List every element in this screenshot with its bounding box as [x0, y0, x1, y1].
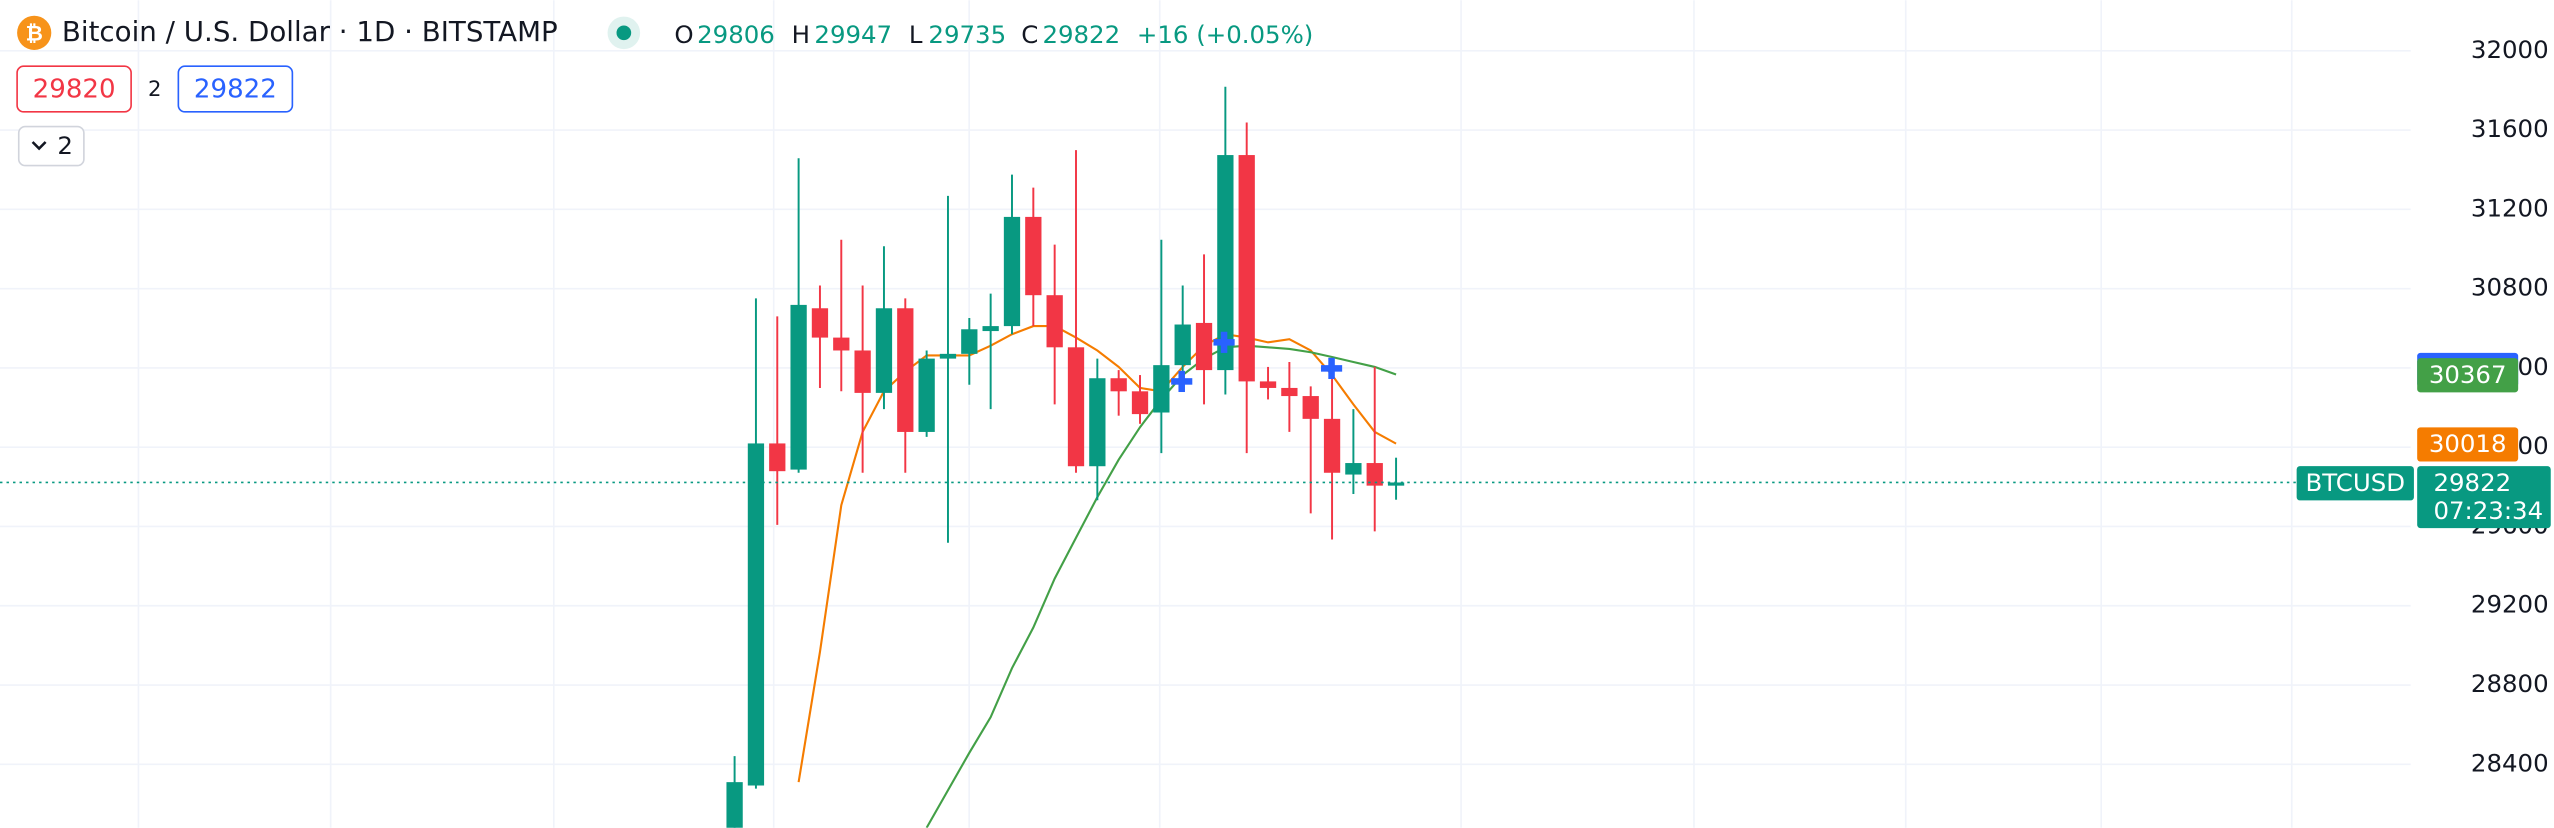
candle-body: [747, 443, 765, 786]
candle-body: [939, 353, 957, 359]
sell-button[interactable]: [16, 65, 132, 113]
candle-body: [833, 337, 850, 351]
low-label: L: [909, 20, 923, 49]
candle-body: [982, 326, 999, 332]
candle-body: [1259, 381, 1277, 388]
ma-fast-label: 30018: [2429, 429, 2507, 458]
symbol-tag: BTCUSD: [2306, 468, 2405, 497]
open-value: 29806: [697, 20, 775, 49]
symbol-tag-bg: [2296, 466, 2414, 501]
symbol-title[interactable]: Bitcoin / U.S. Dollar · 1D · BITSTAMP: [62, 15, 558, 48]
candle-body: [961, 329, 978, 354]
candle-body: [1323, 418, 1341, 473]
candle-body: [1238, 155, 1255, 382]
candle-body: [1366, 463, 1383, 486]
trade-markers: [1171, 331, 1343, 393]
candle-body: [1153, 365, 1170, 413]
symbol-icon: [17, 15, 52, 50]
ma-fast-label-bg: [2417, 427, 2519, 462]
candle-body: [1174, 324, 1191, 366]
chevron: [31, 141, 47, 151]
close-value: 29822: [1042, 20, 1120, 49]
close-label: C: [1021, 20, 1038, 49]
candle-body: [1003, 216, 1021, 327]
candle-body: [1131, 391, 1149, 415]
candle-body: [811, 308, 829, 338]
indicators-count: 2: [57, 131, 73, 160]
candle-body: [1110, 378, 1127, 392]
candle-body: [1281, 387, 1298, 397]
y-tick-label: 28800: [2471, 669, 2549, 698]
change-value: +16 (+0.05%): [1137, 20, 1313, 49]
sell-price: 29820: [33, 74, 116, 104]
buy-price: 29822: [194, 74, 277, 104]
symbol-icon-glyph: ₿: [26, 20, 43, 45]
candle-body: [1345, 463, 1362, 475]
candle-body: [854, 350, 871, 393]
plot-area: [0, 86, 2411, 828]
open-label: O: [674, 20, 693, 49]
high-label: H: [792, 20, 810, 49]
buy-button[interactable]: [177, 65, 294, 113]
market-status-dot: [616, 25, 632, 41]
candle-body: [1089, 378, 1106, 467]
candle-body: [726, 782, 743, 828]
candle-body: [918, 358, 935, 432]
candle-body: [1046, 295, 1063, 348]
spread: 2: [148, 76, 161, 101]
y-tick-label: 31200: [2471, 193, 2549, 222]
low-value: 29735: [928, 20, 1006, 49]
high-value: 29947: [814, 20, 892, 49]
y-tick-label: 30800: [2471, 273, 2549, 302]
candle-body: [897, 308, 914, 432]
y-tick-label: 28400: [2471, 748, 2549, 777]
last-price-bg: [2417, 466, 2551, 529]
indicators-toggle[interactable]: [17, 125, 85, 167]
candle-body: [1217, 155, 1234, 371]
price-scale: 2840028800292002960030000304003080031200…: [2296, 35, 2551, 777]
grid: [0, 0, 2411, 828]
y-tick-label: 32000: [2471, 35, 2549, 64]
candle-body: [1302, 396, 1319, 419]
candle-body: [1025, 216, 1042, 296]
countdown: 07:23:34: [2433, 496, 2543, 525]
candle-body: [769, 443, 786, 472]
candle-body: [875, 308, 893, 393]
candle-body: [790, 304, 807, 470]
ma-slow-label-bg: [2417, 358, 2519, 393]
last-price-label: 29822: [2433, 468, 2511, 497]
y-tick-label: 29200: [2471, 590, 2549, 619]
candle-body: [1067, 347, 1085, 467]
candle-body: [1195, 322, 1213, 371]
candle-body: [1387, 482, 1405, 486]
y-tick-label: 31600: [2471, 114, 2549, 143]
ma-slow-label: 30367: [2429, 360, 2507, 389]
